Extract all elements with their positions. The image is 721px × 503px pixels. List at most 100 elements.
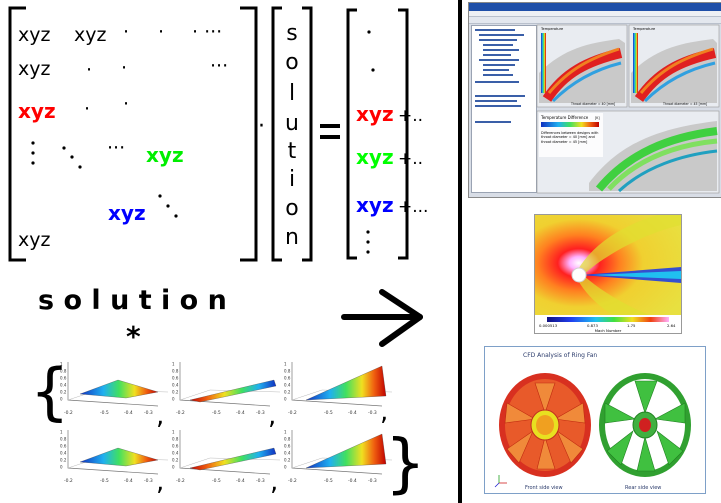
plot-y-tick: 0.6 bbox=[60, 444, 67, 449]
surface-plot-3: 1 0.8 0.6 0.4 0.2 0 -0.2 -0.5 -0.4 -0.3 bbox=[284, 362, 393, 416]
plot-y-tick: 0.6 bbox=[284, 376, 291, 381]
screenshot-menubar bbox=[469, 11, 721, 17]
plot-x-tick: -0.3 bbox=[256, 478, 265, 484]
matrix-cell-blue-xyz: xyz bbox=[108, 201, 146, 225]
plot-y-tick: 0.6 bbox=[172, 376, 179, 381]
solution-letter-3: l bbox=[289, 81, 295, 106]
matrix-cell-r1c2: xyz bbox=[74, 24, 106, 46]
matrix-cell-r2c1: xyz bbox=[18, 58, 50, 80]
plot-x-tick: -0.5 bbox=[212, 478, 221, 484]
axis-triad-icon bbox=[494, 475, 507, 488]
tree-items bbox=[475, 29, 525, 123]
rhs-term-red: xyz bbox=[356, 102, 394, 126]
label-design-b: Throat diameter = 45 [mm] bbox=[662, 102, 707, 106]
rhs-vector-bracket-right bbox=[398, 8, 409, 260]
rhs-dot-1 bbox=[367, 30, 371, 34]
surface-5 bbox=[189, 447, 277, 471]
screenshot-toolbar bbox=[469, 17, 721, 24]
surface-plot-2: 1 0.8 0.6 0.4 0.2 0 -0.2 -0.5 -0.4 -0.3 bbox=[172, 362, 281, 416]
panel-separator bbox=[458, 0, 462, 503]
matrix-cell-r2c4: ··· bbox=[210, 55, 228, 77]
plot-x-tick: -0.4 bbox=[236, 410, 245, 416]
plot-y-tick: 0 bbox=[284, 465, 287, 470]
plot-y-tick: 0.4 bbox=[284, 451, 291, 456]
plot-x-tick: -0.5 bbox=[100, 478, 109, 484]
solution-letter-1: s bbox=[286, 21, 297, 46]
multiplication-dot: · bbox=[258, 114, 265, 139]
plot-y-tick: 0.2 bbox=[172, 458, 179, 463]
plot-x-tick: -0.3 bbox=[368, 410, 377, 416]
plot-y-tick: 0 bbox=[60, 397, 63, 402]
solution-vector-bracket-right bbox=[302, 6, 313, 262]
plot-x-tick: -0.2 bbox=[64, 410, 73, 416]
plot-y-tick: 1 bbox=[284, 430, 287, 435]
surface-2 bbox=[189, 379, 277, 403]
matrix-cell-red-xyz: xyz bbox=[18, 99, 56, 123]
surface-6 bbox=[305, 433, 387, 469]
plot-x-tick: -0.2 bbox=[288, 410, 297, 416]
solution-star: * bbox=[126, 320, 141, 353]
plot-y-tick: 0.4 bbox=[284, 383, 291, 388]
rhs-vector-bracket-left bbox=[346, 8, 357, 260]
legend-title-a: Temperature bbox=[540, 27, 563, 31]
rhs-suffix-red: +.. bbox=[398, 106, 423, 126]
viewport-difference: Temperature Difference [K] Differences b… bbox=[536, 110, 720, 194]
screenshot-tree-panel bbox=[471, 25, 537, 193]
comma-2: , bbox=[268, 401, 276, 431]
overlay-title: Temperature Difference bbox=[540, 115, 589, 120]
ring-fan-illustration: CFD Analysis of Ring Fan bbox=[494, 352, 691, 491]
plot-y-tick: 0.2 bbox=[60, 390, 67, 395]
front-fan bbox=[499, 373, 591, 477]
matrix-cell-r1c3: · bbox=[123, 21, 129, 43]
equals-sign bbox=[320, 124, 340, 139]
plot-y-tick: 0.2 bbox=[172, 390, 179, 395]
mach-legend-title: Mach Number bbox=[595, 328, 622, 333]
fan-rear-label: Rear side view bbox=[625, 485, 661, 491]
right-arrow-icon bbox=[341, 289, 423, 347]
screenshot-titlebar bbox=[469, 3, 721, 11]
mach-tick-1: 0.000513 bbox=[539, 323, 558, 328]
plot-x-tick: -0.4 bbox=[348, 410, 357, 416]
cfd-software-screenshot: Temperature Throat diameter = 40 [mm] Te… bbox=[468, 2, 721, 198]
matrix-equation-illustration: xyz xyz · · · ··· xyz · · ··· xyz · · ··… bbox=[8, 6, 428, 501]
plot-x-tick: -0.4 bbox=[124, 478, 133, 484]
solution-letter-2: o bbox=[285, 50, 298, 75]
plot-x-tick: -0.3 bbox=[144, 410, 153, 416]
matrix-cell-r2c2: · bbox=[86, 59, 92, 81]
plot-y-tick: 0.8 bbox=[172, 437, 179, 442]
fan-title: CFD Analysis of Ring Fan bbox=[523, 352, 597, 359]
legend-title-b: Temperature bbox=[632, 27, 655, 31]
viewport-design-a: Temperature Throat diameter = 40 [mm] bbox=[536, 24, 628, 108]
plot-x-tick: -0.2 bbox=[288, 478, 297, 484]
plot-y-tick: 0.8 bbox=[284, 437, 291, 442]
matrix-cell-r4c1: ··· bbox=[107, 137, 125, 159]
comma-4: , bbox=[156, 467, 164, 497]
surface-plot-5: 1 0.8 0.6 0.4 0.2 0 -0.2 -0.5 -0.4 -0.3 bbox=[172, 430, 281, 484]
rhs-ellipsis-vertical bbox=[366, 230, 370, 254]
plot-y-tick: 0.6 bbox=[284, 444, 291, 449]
rear-fan bbox=[599, 373, 691, 477]
plot-y-tick: 0.2 bbox=[284, 458, 291, 463]
mach-tick-3: 1.75 bbox=[627, 323, 636, 328]
solution-letter-6: i bbox=[289, 167, 295, 192]
solution-letter-7: o bbox=[285, 196, 298, 221]
matrix-cell-r6c1: xyz bbox=[18, 229, 50, 251]
plot-x-tick: -0.5 bbox=[324, 410, 333, 416]
plot-x-tick: -0.2 bbox=[176, 410, 185, 416]
solution-vector-bracket-left bbox=[271, 6, 282, 262]
plot-y-tick: 0.2 bbox=[284, 390, 291, 395]
plot-x-tick: -0.5 bbox=[324, 478, 333, 484]
brace-close: } bbox=[385, 427, 426, 501]
plot-x-tick: -0.5 bbox=[212, 410, 221, 416]
plot-y-tick: 0.8 bbox=[60, 369, 67, 374]
surface-plot-4: 1 0.8 0.6 0.4 0.2 0 -0.2 -0.5 -0.4 -0.3 bbox=[60, 430, 169, 484]
matrix-cell-green-xyz: xyz bbox=[146, 143, 184, 167]
plot-y-tick: 0.2 bbox=[60, 458, 67, 463]
plot-y-tick: 0 bbox=[172, 465, 175, 470]
solution-letter-8: n bbox=[285, 225, 299, 250]
plot-y-tick: 0.6 bbox=[60, 376, 67, 381]
rhs-suffix-green: +.. bbox=[398, 149, 423, 169]
surface-plot-6: 1 0.8 0.6 0.4 0.2 0 -0.2 -0.5 -0.4 -0.3 bbox=[284, 430, 393, 484]
viewport-design-b: Temperature Throat diameter = 45 [mm] bbox=[628, 24, 720, 108]
